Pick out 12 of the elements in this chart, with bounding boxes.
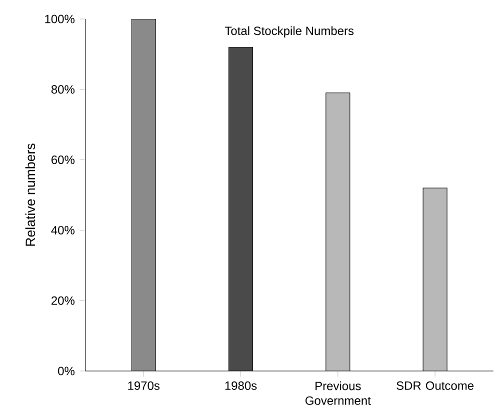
x-tick-label: 1970s [128, 381, 160, 390]
x-tick-label: SDR Outcome [396, 381, 474, 390]
y-tick-label: 0% [58, 366, 75, 376]
x-tick-label: Previous Government [306, 381, 371, 405]
y-tick-label: 80% [51, 85, 75, 94]
y-tick-label: 60% [52, 156, 75, 164]
y-tick-label: 100% [45, 14, 75, 24]
y-tick-label: 20% [52, 296, 75, 305]
y-tick-label: 40% [51, 226, 75, 234]
text: Total Stockpile Numbers [224, 26, 354, 38]
y-axis-title: Relative numbers [25, 144, 36, 246]
x-tick-label: 1980s [225, 381, 257, 390]
